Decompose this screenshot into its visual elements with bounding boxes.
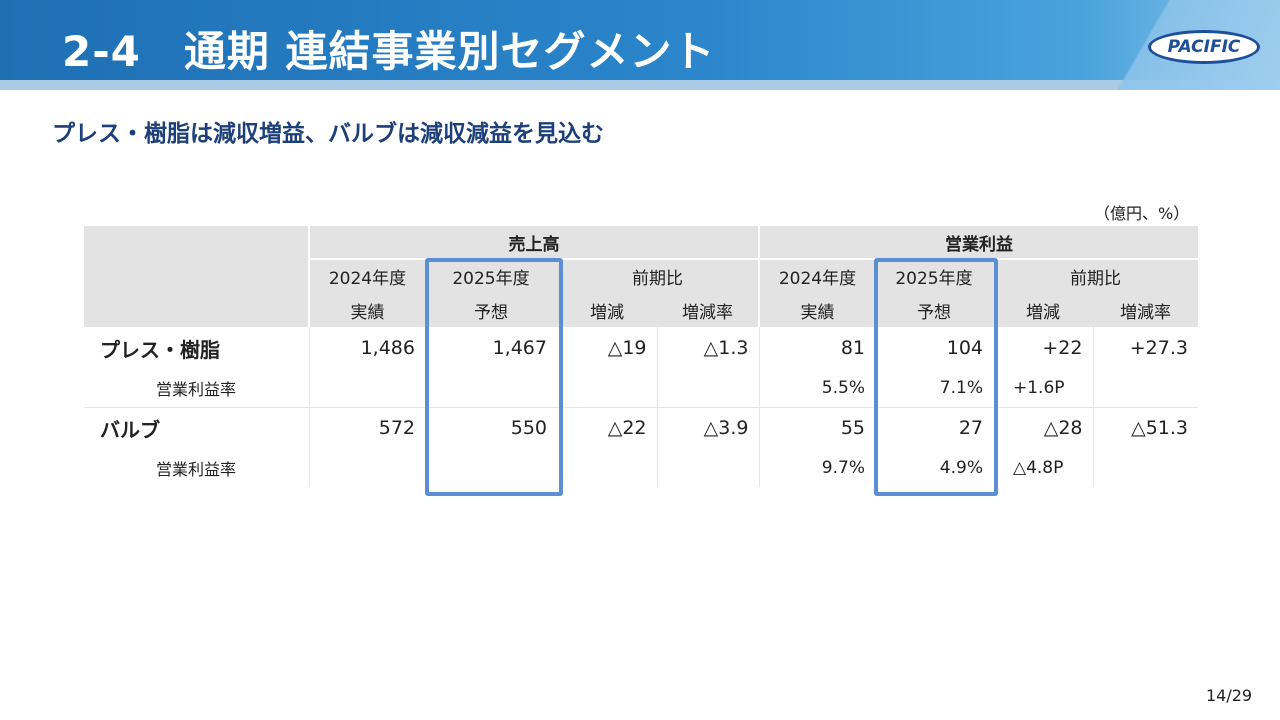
sales-2025: 1,467 [492,337,547,359]
op-diff: +22 [993,327,1094,369]
margin-sales-2024 [309,369,425,408]
page-number: 14/29 [1206,686,1253,705]
margin-rate [1093,369,1198,408]
sales-2025: 550 [510,417,547,440]
group-header-sales: 売上高 [309,226,760,260]
header-sales-2024-sub: 実績 [309,293,425,327]
margin-label: 営業利益率 [84,449,310,487]
slide-subtitle: プレス・樹脂は減収増益、バルブは減収減益を見込む [52,121,604,147]
op-rate: △51.3 [1131,417,1188,440]
sales-diff: △19 [557,327,658,369]
margin-2025: 7.1% [875,369,993,408]
header-stripe [0,80,1280,90]
sales-2024: 1,486 [360,337,415,359]
op-rate: +27.3 [1129,337,1188,359]
header-op-2024-sub: 実績 [759,293,875,327]
header-sales-yoy: 前期比 [557,259,760,293]
sales-2024: 572 [378,417,415,440]
op-2024: 55 [840,417,865,440]
header-sales-2025-sub: 予想 [425,293,557,327]
margin-sales-rate [657,449,760,487]
header-op-2024: 2024年度 [759,259,875,293]
margin-label: 営業利益率 [84,369,310,408]
header-corner [84,226,310,327]
sales-diff: △22 [557,407,658,449]
op-2025: 104 [946,337,983,359]
segment-label: プレス・樹脂 [84,327,310,369]
header-row-years: 2024年度 2025年度 前期比 2024年度 2025年度 前期比 [84,259,1198,293]
group-header-operating-profit: 営業利益 [759,226,1198,260]
margin-2024: 5.5% [759,369,875,408]
margin-sales-rate [657,369,760,408]
header-op-diff: 増減 [993,293,1093,327]
table-row: プレス・樹脂 1,486 1,467 △19 △1.3 81 104 +22 +… [84,327,1198,369]
margin-sales-diff [557,369,658,408]
margin-sales-2024 [309,449,425,487]
segment-label: バルブ [84,407,310,449]
header-bar [0,0,1280,80]
op-2024: 81 [840,337,865,359]
header-sales-2025: 2025年度 [425,259,557,293]
margin-2024: 9.7% [821,458,865,478]
page-title: 2-4 通期 連結事業別セグメント [62,27,716,76]
margin-sales-2025 [425,369,557,408]
header-row-groups: 売上高 営業利益 [84,226,1198,327]
header-op-rate: 増減率 [1093,293,1198,327]
header-op-2025-sub: 予想 [875,293,993,327]
margin-2025: 4.9% [939,458,983,478]
margin-sales-diff [557,449,658,487]
header-sales-rate: 増減率 [657,293,760,327]
highlight-box-op-2025 [874,258,998,496]
sales-rate: △3.9 [657,407,760,449]
header-op-yoy: 前期比 [993,259,1198,293]
header-op-2025: 2025年度 [875,259,993,293]
header-row-sub: 実績 予想 増減 増減率 実績 予想 増減 増減率 [84,293,1198,327]
highlight-box-sales-2025 [425,258,563,496]
margin-diff: △4.8P [993,449,1094,487]
table-row: 営業利益率 5.5% 7.1% +1.6P [84,369,1198,408]
pacific-logo: PACIFIC [1148,30,1260,64]
segment-table: 売上高 営業利益 2024年度 2025年度 前期比 2024年度 2025年度… [84,226,1198,487]
margin-rate [1093,449,1198,487]
header-sales-2024: 2024年度 [309,259,425,293]
op-diff: △28 [993,407,1094,449]
table-row: バルブ 572 550 △22 △3.9 55 27 △28 △51.3 [84,407,1198,449]
op-2025: 27 [958,417,983,440]
table-row: 営業利益率 9.7% 4.9% △4.8P [84,449,1198,487]
header-sales-diff: 増減 [557,293,657,327]
unit-note: （億円、%） [1094,204,1190,223]
margin-diff: +1.6P [993,369,1094,408]
sales-rate: △1.3 [657,327,760,369]
